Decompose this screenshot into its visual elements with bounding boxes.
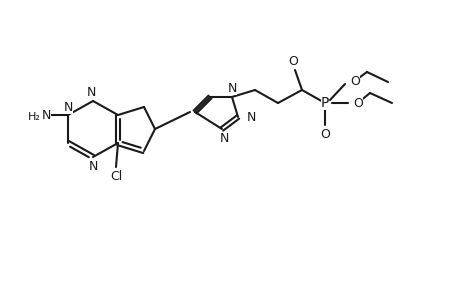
Text: N: N: [246, 110, 256, 124]
Text: O: O: [349, 74, 359, 88]
Text: P: P: [320, 96, 329, 110]
Text: N: N: [88, 160, 97, 172]
Text: O: O: [352, 97, 362, 110]
Text: O: O: [287, 55, 297, 68]
Text: Cl: Cl: [110, 170, 122, 184]
Text: N: N: [41, 109, 50, 122]
Text: H₂: H₂: [28, 112, 40, 122]
Text: N: N: [63, 100, 73, 113]
Text: N: N: [227, 82, 236, 94]
Text: O: O: [319, 128, 329, 140]
Text: N: N: [86, 85, 95, 98]
Text: N: N: [219, 131, 228, 145]
